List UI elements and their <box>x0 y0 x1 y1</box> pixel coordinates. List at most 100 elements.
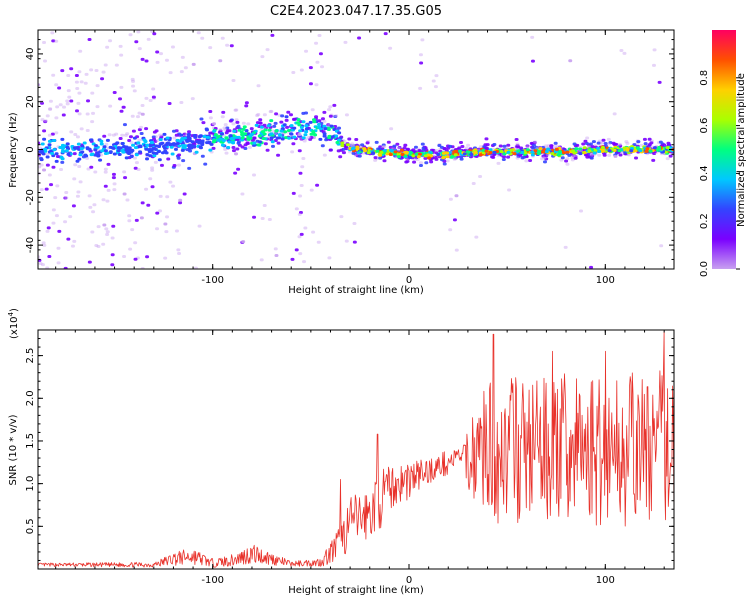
heatmap-cell <box>47 143 52 147</box>
heatmap-cell <box>42 129 47 133</box>
heatmap-cell <box>350 144 355 148</box>
heatmap-cell <box>122 192 127 196</box>
heatmap-cell <box>544 154 549 158</box>
heatmap-cell <box>540 157 545 161</box>
heatmap-cell <box>103 63 108 67</box>
heatmap-cell <box>644 149 649 153</box>
heatmap-cell <box>101 242 106 246</box>
heatmap-cell <box>570 158 575 162</box>
heatmap-cell <box>66 237 71 241</box>
heatmap-cell <box>54 131 59 135</box>
heatmap-cell <box>599 141 604 145</box>
heatmap-cell <box>388 152 393 156</box>
heatmap-cell <box>524 159 529 163</box>
heatmap-cell <box>158 138 163 142</box>
heatmap-cell <box>145 255 150 259</box>
heatmap-cell <box>124 156 129 160</box>
heatmap-cell <box>103 184 108 188</box>
heatmap-cell <box>329 124 334 128</box>
heatmap-cell <box>322 153 327 157</box>
heatmap-cell <box>516 145 521 149</box>
heatmap-cell <box>273 131 278 135</box>
heatmap-cell <box>484 149 489 153</box>
heatmap-cell <box>105 45 110 49</box>
heatmap-cell <box>200 139 205 143</box>
heatmap-cell <box>177 251 182 255</box>
heatmap-cell <box>204 128 209 132</box>
heatmap-cell <box>191 144 196 148</box>
heatmap-cell <box>167 102 172 106</box>
heatmap-cell <box>460 144 465 148</box>
heatmap-cell <box>382 159 387 163</box>
heatmap-cell <box>218 59 223 63</box>
heatmap-cell <box>216 135 221 139</box>
heatmap-cell <box>322 124 327 128</box>
heatmap-cell <box>574 147 579 151</box>
heatmap-cell <box>515 142 520 146</box>
heatmap-cell <box>241 127 246 131</box>
heatmap-cell <box>355 147 360 151</box>
heatmap-cell <box>224 151 229 155</box>
heatmap-cell <box>220 36 225 40</box>
heatmap-y-label: Frequency (Hz) <box>8 112 19 188</box>
heatmap-cell <box>299 68 304 72</box>
heatmap-cell <box>123 176 128 180</box>
heatmap-cell <box>271 129 276 133</box>
heatmap-cell <box>197 135 202 139</box>
heatmap-cell <box>399 148 404 152</box>
heatmap-cell <box>158 142 163 146</box>
heatmap-cell <box>478 145 483 149</box>
heatmap-cell <box>205 135 210 139</box>
heatmap-cell <box>427 150 432 154</box>
heatmap-cell <box>90 120 95 124</box>
heatmap-cell <box>159 163 164 167</box>
heatmap-cell <box>231 140 236 144</box>
heatmap-cell <box>218 137 223 141</box>
heatmap-cell <box>187 166 192 170</box>
heatmap-cell <box>525 148 530 152</box>
heatmap-cell <box>366 151 371 155</box>
heatmap-cell <box>466 143 471 147</box>
heatmap-cell <box>72 239 77 243</box>
heatmap-cell <box>459 157 464 161</box>
heatmap-cell <box>411 154 416 158</box>
heatmap-cell <box>187 130 192 134</box>
heatmap-cell <box>239 130 244 134</box>
heatmap-cell <box>273 247 278 251</box>
heatmap-cell <box>128 33 133 37</box>
heatmap-cell <box>405 148 410 152</box>
heatmap-cell <box>651 158 656 162</box>
heatmap-cell <box>127 146 132 150</box>
heatmap-cell <box>297 235 302 239</box>
heatmap-cell <box>212 129 217 133</box>
heatmap-cell <box>45 266 50 269</box>
heatmap-cell <box>75 194 80 198</box>
heatmap-cell <box>314 41 319 45</box>
heatmap-cell <box>252 141 257 145</box>
heatmap-cell <box>301 111 306 115</box>
heatmap-cell <box>328 114 333 118</box>
heatmap-cell <box>563 245 568 249</box>
heatmap-cell <box>665 146 670 150</box>
heatmap-cell <box>134 161 139 165</box>
heatmap-cell <box>565 162 570 166</box>
heatmap-cell <box>301 157 306 161</box>
heatmap-cell <box>565 157 570 161</box>
heatmap-cell <box>87 37 92 41</box>
heatmap-cell <box>178 198 183 202</box>
heatmap-cell <box>107 133 112 137</box>
heatmap-cell <box>231 146 236 150</box>
heatmap-cell <box>559 158 564 162</box>
heatmap-cell <box>404 151 409 155</box>
heatmap-cell <box>134 153 139 157</box>
heatmap-cell <box>625 141 630 145</box>
heatmap-cell <box>42 137 47 141</box>
heatmap-cell <box>130 228 135 232</box>
heatmap-cell <box>93 148 98 152</box>
heatmap-cell <box>560 156 565 160</box>
heatmap-cell <box>77 70 82 74</box>
heatmap-cell <box>175 138 180 142</box>
heatmap-cell <box>452 218 457 222</box>
heatmap-cell <box>262 123 267 127</box>
